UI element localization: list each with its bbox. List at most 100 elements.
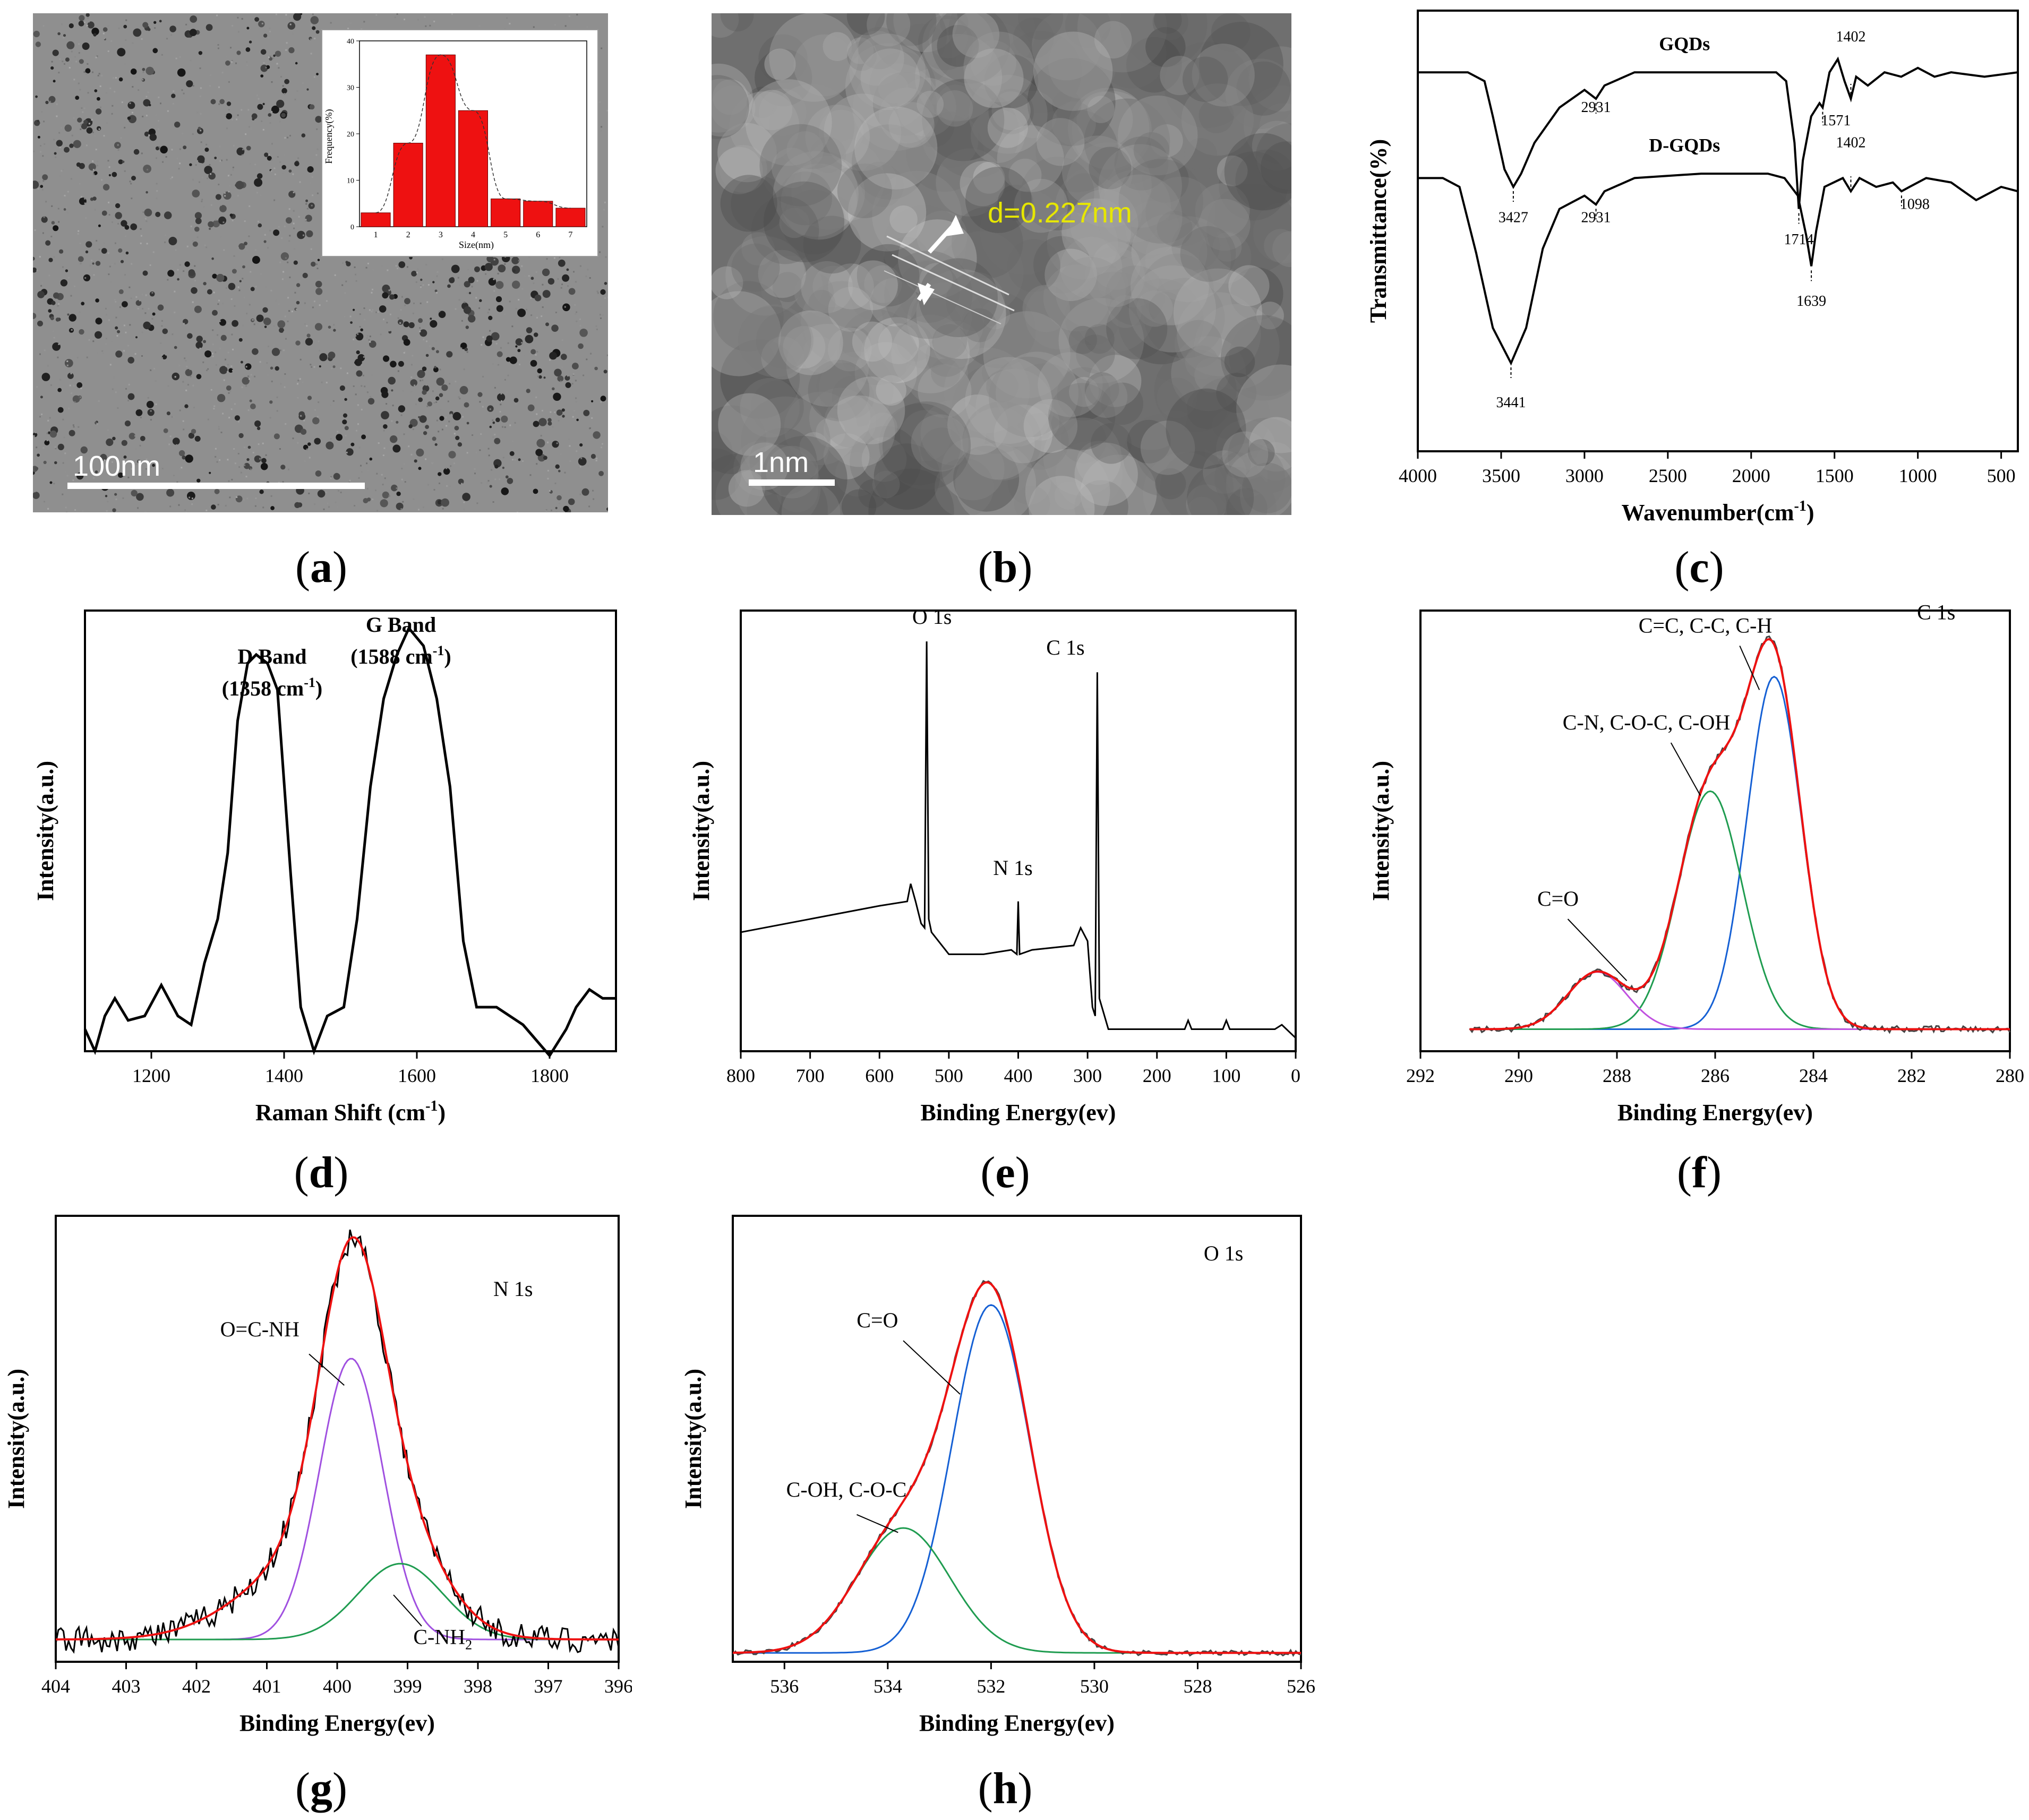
grain [171, 176, 173, 178]
grain [382, 484, 384, 486]
pointer-cn [1670, 742, 1701, 796]
grain [151, 317, 153, 320]
grain [313, 301, 315, 303]
particle [294, 161, 299, 167]
texture-blob [803, 216, 861, 274]
grain [227, 371, 228, 373]
texture-blob [1249, 417, 1291, 472]
grain [51, 205, 53, 207]
grain [302, 82, 304, 84]
peak-label-o1s: O 1s [912, 605, 952, 629]
texture-blob [975, 368, 1054, 447]
particle [174, 122, 181, 128]
grain [53, 256, 55, 258]
grain [379, 392, 381, 394]
texture-blob [1118, 159, 1203, 244]
grain [299, 358, 302, 360]
grain [417, 19, 419, 21]
grain [561, 494, 563, 496]
particle [305, 199, 309, 202]
grain [535, 354, 537, 356]
particle [579, 329, 588, 337]
texture-blob [1074, 271, 1155, 353]
particle [418, 397, 423, 402]
grain [332, 400, 335, 402]
grain [381, 474, 383, 476]
texture-blob [891, 314, 970, 393]
grain [211, 353, 213, 355]
grain [179, 468, 181, 470]
tem-image: 100nm Frequency(%) Size(nm) 1 2 3 4 5 6 7 0 10 20… [33, 13, 608, 512]
texture-blob [743, 452, 777, 487]
grain [479, 401, 481, 403]
grain [35, 417, 37, 419]
texture-blob [1191, 467, 1277, 515]
inset-xtick: 6 [536, 230, 540, 239]
texture-blob [1068, 325, 1097, 354]
grain [460, 347, 463, 349]
grain [131, 263, 133, 265]
grain [463, 368, 465, 371]
texture-blob [712, 431, 733, 473]
texture-blob [1226, 488, 1268, 515]
grain [117, 407, 119, 409]
texture-blob [769, 13, 859, 102]
particle [509, 451, 515, 456]
grain [491, 469, 493, 471]
particle [177, 68, 186, 77]
survey-line [740, 641, 1297, 1039]
grain [313, 366, 315, 368]
texture-blob [1261, 141, 1291, 194]
particle [159, 20, 162, 23]
grain [304, 302, 306, 304]
particle [64, 124, 72, 132]
texture-blob [832, 375, 875, 418]
particle [317, 490, 326, 498]
texture-blob [982, 357, 1013, 389]
grain [107, 429, 109, 431]
texture-blob [952, 207, 1023, 279]
grain [242, 154, 243, 156]
grain [70, 295, 72, 297]
x-tick-label: 530 [1080, 1676, 1109, 1697]
y-axis-title: Intensity(a.u.) [688, 761, 714, 901]
grain [256, 192, 258, 194]
x-tick-label: 400 [1004, 1065, 1033, 1086]
grain [179, 56, 181, 58]
grain [310, 53, 312, 55]
particle [561, 408, 565, 412]
texture-blob [747, 87, 778, 118]
particle [326, 441, 334, 450]
texture-blob [1043, 264, 1110, 332]
texture-blob [1195, 183, 1250, 238]
particle [136, 459, 141, 463]
grain [333, 324, 335, 326]
texture-blob [872, 72, 937, 136]
particle [247, 445, 251, 449]
grain [40, 151, 42, 153]
grain [107, 501, 109, 503]
grain [79, 396, 81, 398]
grain [492, 501, 494, 503]
texture-blob [1084, 98, 1170, 185]
grain [47, 365, 49, 367]
grain [446, 485, 448, 487]
grain [366, 487, 369, 490]
grain [116, 335, 118, 337]
grain [599, 314, 601, 316]
grain [204, 244, 206, 246]
particle [184, 404, 189, 408]
grain [338, 257, 340, 259]
particle [468, 315, 476, 323]
grain [48, 274, 50, 277]
grain [400, 508, 403, 510]
grain [234, 462, 236, 465]
grain [237, 453, 239, 454]
grain [411, 364, 413, 366]
texture-blob [1119, 13, 1208, 68]
particle [76, 382, 83, 388]
grain [509, 23, 511, 24]
grain [194, 491, 196, 493]
particle [579, 443, 583, 447]
x-tick-label: 284 [1799, 1065, 1828, 1086]
